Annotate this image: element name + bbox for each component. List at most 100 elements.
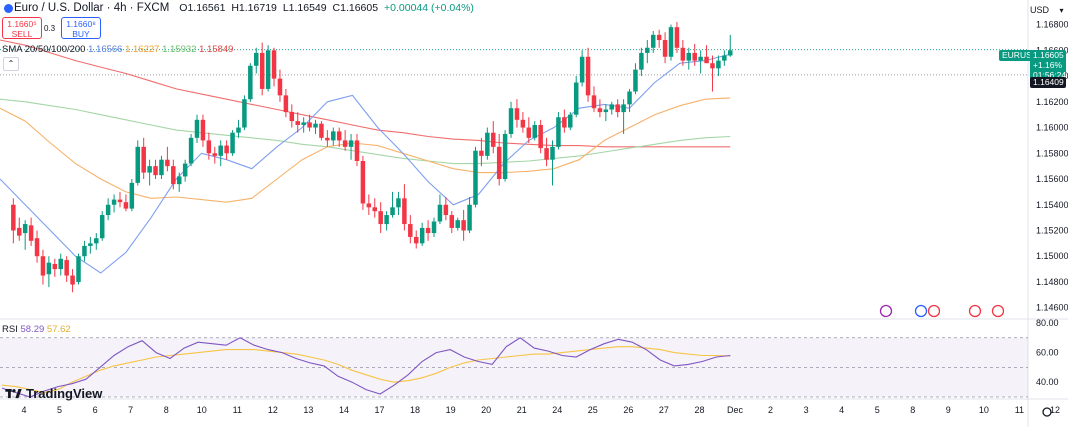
candle-body[interactable] <box>674 27 680 48</box>
candle-body[interactable] <box>117 199 123 203</box>
candle-body[interactable] <box>147 166 152 173</box>
candle-body[interactable] <box>609 104 615 110</box>
candle-body[interactable] <box>668 27 674 57</box>
candle-body[interactable] <box>182 163 188 177</box>
candle-body[interactable] <box>171 166 176 185</box>
candle-body[interactable] <box>573 82 579 115</box>
candle-body[interactable] <box>123 202 129 209</box>
candle-body[interactable] <box>58 258 63 270</box>
candle-body[interactable] <box>301 122 306 125</box>
candle-body[interactable] <box>313 123 318 128</box>
candle-body[interactable] <box>230 132 235 154</box>
candle-body[interactable] <box>686 52 692 61</box>
candle-body[interactable] <box>532 124 537 138</box>
currency-selector[interactable]: USD ▾ <box>1030 2 1064 18</box>
candle-body[interactable] <box>728 50 733 56</box>
candle-body[interactable] <box>159 159 164 176</box>
candle-body[interactable] <box>597 108 603 113</box>
collapse-legend-chevron-icon[interactable]: ⌃ <box>3 57 19 71</box>
candle-body[interactable] <box>206 140 212 154</box>
flag-event-icon[interactable] <box>927 304 941 318</box>
candle-body[interactable] <box>331 131 336 141</box>
candle-body[interactable] <box>390 207 395 216</box>
candle-body[interactable] <box>111 199 117 205</box>
candle-body[interactable] <box>680 47 686 61</box>
candle-body[interactable] <box>307 122 312 128</box>
candle-body[interactable] <box>526 127 532 138</box>
candle-body[interactable] <box>40 256 46 276</box>
candle-body[interactable] <box>431 221 437 234</box>
candle-body[interactable] <box>242 99 247 128</box>
candle-body[interactable] <box>437 204 443 222</box>
candle-body[interactable] <box>70 275 75 285</box>
candle-body[interactable] <box>76 256 81 282</box>
candle-body[interactable] <box>408 224 413 237</box>
candle-body[interactable] <box>491 132 496 147</box>
candle-body[interactable] <box>650 34 656 48</box>
candle-body[interactable] <box>325 137 330 141</box>
candle-body[interactable] <box>402 198 407 225</box>
candle-body[interactable] <box>99 215 105 239</box>
candle-body[interactable] <box>479 150 484 156</box>
lightning-event-icon[interactable] <box>879 304 893 318</box>
candle-body[interactable] <box>550 146 555 160</box>
candle-body[interactable] <box>218 145 223 156</box>
candle-body[interactable] <box>467 204 472 231</box>
candle-body[interactable] <box>22 224 28 234</box>
candle-body[interactable] <box>603 109 609 113</box>
candle-body[interactable] <box>254 52 259 66</box>
candle-body[interactable] <box>378 211 383 225</box>
candle-body[interactable] <box>141 146 146 173</box>
candle-body[interactable] <box>562 117 567 128</box>
candle-body[interactable] <box>633 69 638 92</box>
candle-body[interactable] <box>176 176 182 185</box>
tradingview-logo[interactable]: TradingView <box>5 386 102 401</box>
candle-body[interactable] <box>449 215 455 228</box>
candle-body[interactable] <box>188 137 194 164</box>
candle-body[interactable] <box>360 161 366 204</box>
candle-body[interactable] <box>348 140 354 147</box>
candle-body[interactable] <box>271 50 277 79</box>
candle-body[interactable] <box>419 227 425 244</box>
candle-body[interactable] <box>621 104 626 113</box>
candle-body[interactable] <box>236 127 241 133</box>
candle-body[interactable] <box>52 263 58 270</box>
candle-body[interactable] <box>485 132 490 156</box>
candle-body[interactable] <box>704 56 709 64</box>
candle-body[interactable] <box>473 150 478 205</box>
candle-body[interactable] <box>354 140 360 161</box>
candle-body[interactable] <box>585 56 591 96</box>
candle-body[interactable] <box>443 204 449 216</box>
us-flag-event-icon-2[interactable] <box>991 304 1005 318</box>
candle-body[interactable] <box>425 227 431 234</box>
candle-body[interactable] <box>46 262 52 275</box>
candle-body[interactable] <box>455 220 460 228</box>
candle-body[interactable] <box>153 166 158 176</box>
candle-body[interactable] <box>88 243 93 246</box>
candle-body[interactable] <box>710 63 715 69</box>
candle-body[interactable] <box>336 131 342 141</box>
candle-body[interactable] <box>129 182 135 209</box>
candle-body[interactable] <box>289 112 295 122</box>
candle-body[interactable] <box>722 55 727 61</box>
candle-body[interactable] <box>224 145 229 154</box>
candle-body[interactable] <box>514 108 520 120</box>
candle-body[interactable] <box>28 225 34 241</box>
candle-body[interactable] <box>556 117 561 147</box>
candle-body[interactable] <box>212 153 218 156</box>
candle-body[interactable] <box>656 34 662 41</box>
candle-body[interactable] <box>194 119 200 138</box>
candle-body[interactable] <box>591 95 597 109</box>
candle-body[interactable] <box>64 260 69 276</box>
candle-body[interactable] <box>384 215 389 225</box>
candle-body[interactable] <box>639 52 644 70</box>
candle-body[interactable] <box>615 104 620 113</box>
candle-body[interactable] <box>568 114 573 128</box>
candle-body[interactable] <box>165 159 170 167</box>
symbol-title[interactable]: Euro / U.S. Dollar · 4h · FXCM <box>14 2 170 14</box>
candle-body[interactable] <box>248 65 253 100</box>
candle-body[interactable] <box>716 60 721 69</box>
candle-body[interactable] <box>627 91 632 105</box>
candle-body[interactable] <box>34 238 40 257</box>
candle-body[interactable] <box>94 238 99 244</box>
